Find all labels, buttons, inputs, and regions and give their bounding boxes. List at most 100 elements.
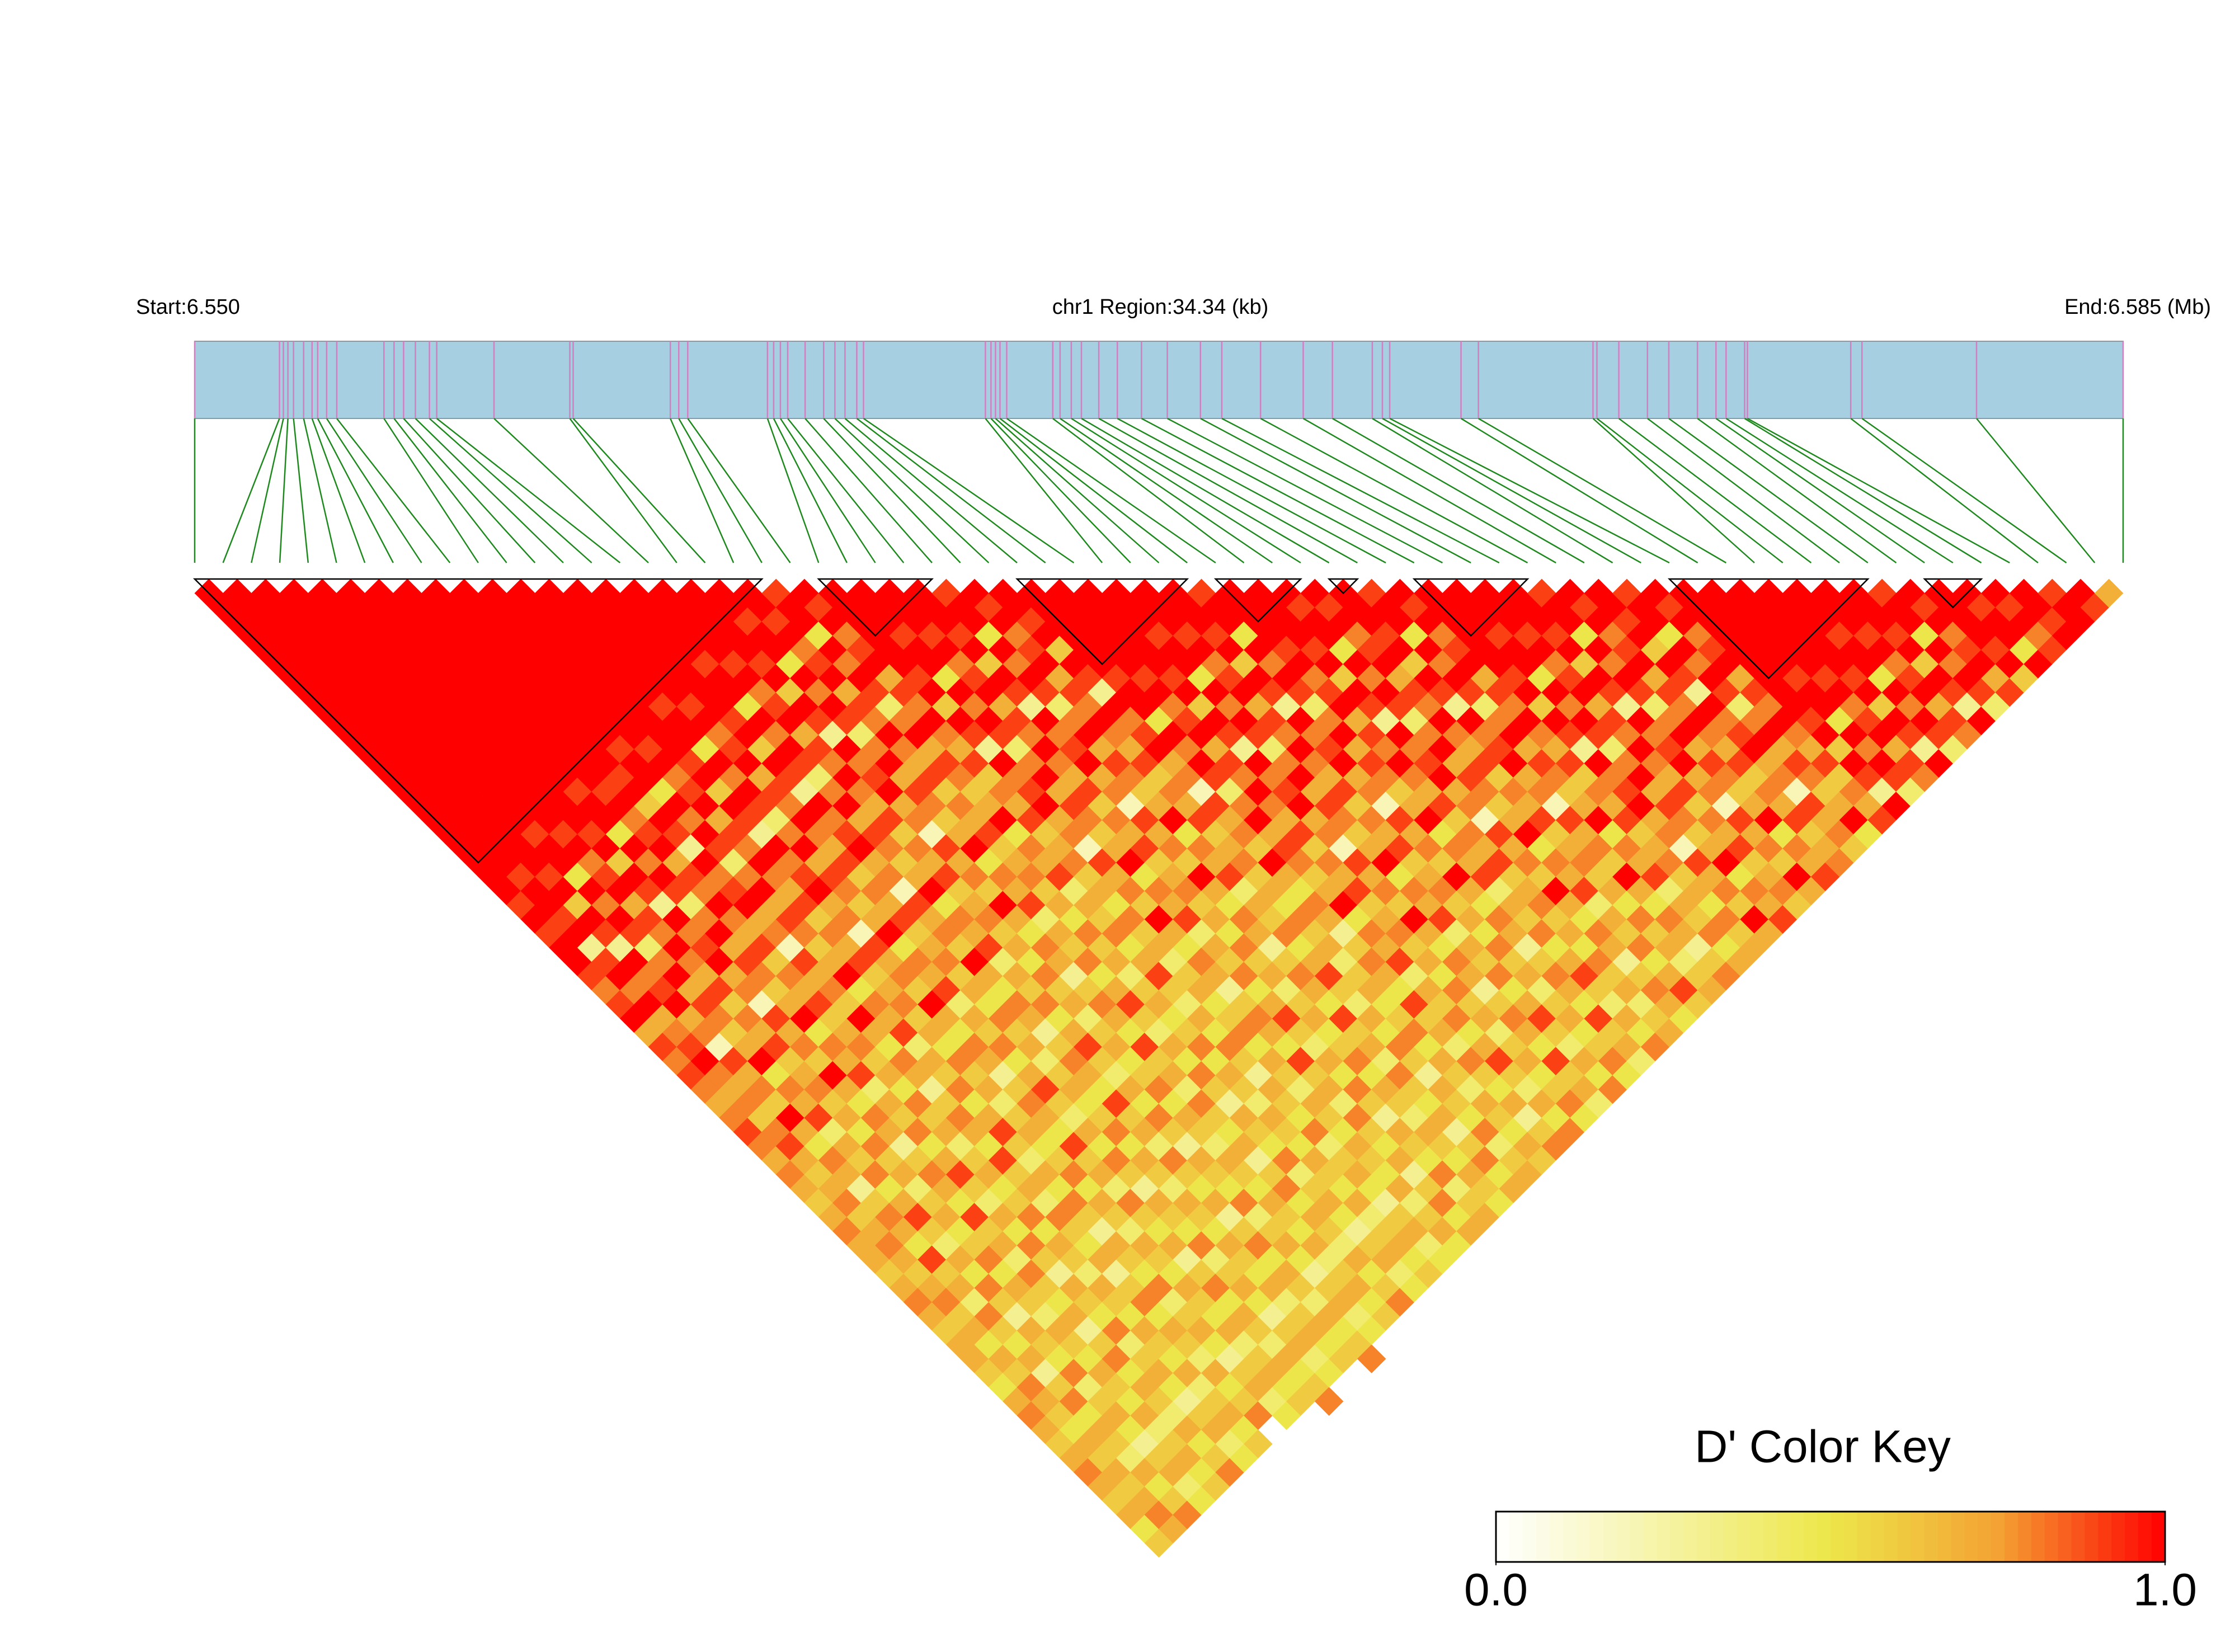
snp-connector xyxy=(1071,417,1301,564)
key-swatch xyxy=(2138,1512,2152,1562)
ld-block xyxy=(1327,578,1359,595)
key-swatch xyxy=(1589,1512,1603,1562)
snp-connector xyxy=(1725,417,1954,564)
snp-connector xyxy=(1200,417,1471,564)
key-swatch xyxy=(2058,1512,2072,1562)
key-swatch xyxy=(2017,1512,2032,1562)
snp-connector xyxy=(990,418,1131,563)
key-swatch xyxy=(1951,1512,1965,1562)
snp-connector xyxy=(1668,417,1869,564)
snp-connector xyxy=(429,418,592,563)
snp-connector xyxy=(1697,417,1897,564)
snp-connector xyxy=(995,418,1160,563)
snp-connector xyxy=(1060,417,1273,564)
snp-connector xyxy=(670,418,735,563)
snp-connector xyxy=(493,418,649,563)
key-swatch xyxy=(1804,1512,1818,1562)
snp-connector xyxy=(1260,417,1528,564)
snp-connector xyxy=(1976,418,2096,563)
snp-connector xyxy=(1596,418,1784,563)
key-swatch xyxy=(1643,1512,1657,1562)
key-swatch xyxy=(1509,1512,1523,1562)
ld-block xyxy=(817,578,934,637)
key-swatch xyxy=(1991,1512,2005,1562)
key-swatch xyxy=(1737,1512,1751,1562)
snp-connector xyxy=(1460,417,1698,564)
snp-connector xyxy=(1006,417,1216,564)
snp-connector xyxy=(279,418,289,563)
key-swatch xyxy=(1576,1512,1591,1562)
snp-connector xyxy=(1647,418,1840,563)
snp-connector xyxy=(1302,417,1556,564)
key-swatch xyxy=(1683,1512,1697,1562)
snp-connector xyxy=(856,418,1046,563)
snp-connector xyxy=(766,418,820,563)
snp-connector xyxy=(569,418,677,563)
snp-connector xyxy=(403,418,536,563)
region-label: chr1 Region:34.34 (kb) xyxy=(1052,295,1269,319)
snp-connector xyxy=(1389,417,1670,564)
snp-connector xyxy=(1850,418,2039,563)
snp-connector xyxy=(1117,417,1386,564)
ld-cell xyxy=(2094,578,2124,608)
snp-connector xyxy=(1098,417,1358,564)
snp-connector xyxy=(1372,417,1613,564)
ld-cell xyxy=(1357,1344,1386,1373)
key-swatch xyxy=(1857,1512,1871,1562)
key-swatch xyxy=(1777,1512,1791,1562)
key-swatch xyxy=(1884,1512,1898,1562)
snp-connector xyxy=(999,418,1188,563)
snp-connector xyxy=(415,418,564,563)
key-swatch xyxy=(1657,1512,1671,1562)
ld-block xyxy=(1213,578,1302,623)
snp-connector xyxy=(863,417,1075,564)
snp-connector xyxy=(844,418,1018,563)
region-start: Start:6.550 xyxy=(136,295,240,319)
ld-block xyxy=(1923,578,1983,609)
key-swatch xyxy=(1549,1512,1564,1562)
snp-connector xyxy=(311,418,366,563)
snp-connector xyxy=(1478,417,1726,564)
key-swatch xyxy=(2031,1512,2045,1562)
key-swatch xyxy=(1669,1512,1684,1562)
key-swatch xyxy=(1616,1512,1630,1562)
region-bar xyxy=(194,341,2124,419)
snp-connector xyxy=(1715,417,1925,564)
snp-connector xyxy=(1332,417,1585,564)
snp-connector xyxy=(1861,417,2067,564)
snp-connector xyxy=(222,418,280,563)
key-swatch xyxy=(1924,1512,1938,1562)
key-swatch xyxy=(1964,1512,1978,1562)
key-swatch xyxy=(1937,1512,1951,1562)
key-swatch xyxy=(2085,1512,2098,1562)
snp-connector xyxy=(834,418,990,563)
snp-connector xyxy=(251,418,284,563)
key-swatch xyxy=(2098,1512,2112,1562)
snp-connector xyxy=(687,418,791,563)
snp-connector xyxy=(1592,418,1755,563)
snp-connector xyxy=(1382,417,1641,564)
snp-connector xyxy=(1141,417,1415,564)
key-tick-label: 1.0 xyxy=(2133,1565,2197,1616)
key-swatch xyxy=(1978,1512,1992,1562)
snp-connector xyxy=(293,418,309,563)
key-swatch xyxy=(2044,1512,2059,1562)
snp-connector xyxy=(393,418,507,563)
snp-connector xyxy=(773,418,848,563)
snp-connector xyxy=(985,418,1103,563)
key-swatch xyxy=(1843,1512,1858,1562)
snp-connector xyxy=(678,418,763,563)
snp-connector xyxy=(804,418,933,563)
snp-connector xyxy=(317,418,394,563)
key-swatch xyxy=(1696,1512,1711,1562)
key-swatch xyxy=(1496,1512,1510,1562)
key-swatch xyxy=(2152,1512,2166,1562)
snp-connector xyxy=(1744,417,1982,564)
key-swatch xyxy=(2125,1512,2139,1562)
snp-connector xyxy=(1221,417,1500,564)
snp-connector xyxy=(572,418,706,563)
snp-connector xyxy=(303,418,337,563)
